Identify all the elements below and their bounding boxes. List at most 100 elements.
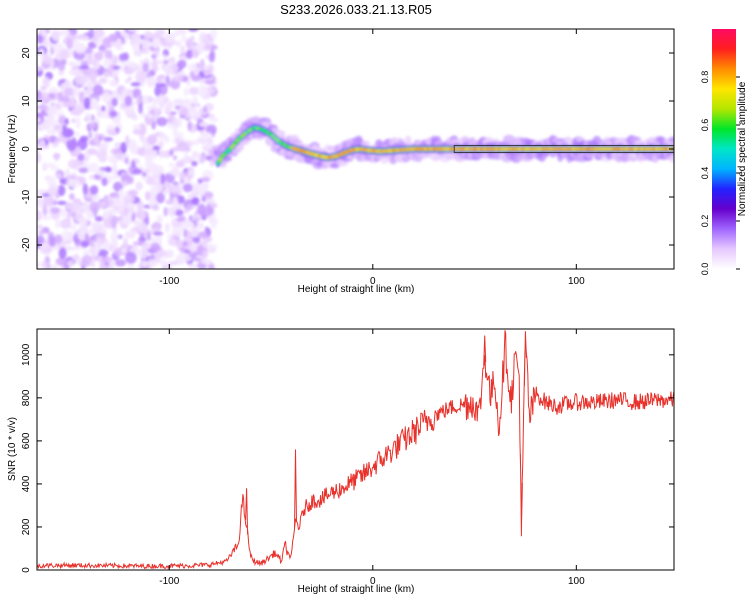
noise-speckle	[77, 102, 84, 109]
noise-speckle	[176, 141, 189, 152]
noise-speckle	[94, 132, 99, 144]
noise-speckle	[118, 53, 129, 62]
noise-speckle	[141, 241, 152, 250]
noise-speckle	[123, 207, 129, 218]
noise-speckle	[39, 243, 50, 248]
noise-speckle	[189, 243, 195, 254]
noise-speckle	[54, 234, 63, 244]
noise-speckle	[48, 236, 57, 247]
noise-speckle	[130, 114, 139, 121]
noise-speckle	[59, 48, 69, 60]
noise-speckle	[118, 188, 125, 201]
noise-speckle	[65, 215, 71, 223]
noise-speckle	[69, 202, 80, 213]
noise-speckle	[169, 149, 174, 157]
noise-speckle	[203, 42, 212, 51]
noise-speckle	[191, 160, 198, 167]
noise-speckle	[103, 57, 112, 68]
noise-speckle	[119, 151, 127, 162]
noise-speckle	[153, 107, 163, 113]
noise-speckle	[59, 209, 68, 217]
noise-speckle	[85, 78, 93, 91]
x-tick-label: 100	[568, 276, 585, 287]
noise-speckle	[50, 165, 59, 172]
noise-speckle	[172, 98, 185, 104]
noise-speckle	[186, 230, 192, 239]
noise-speckle	[172, 155, 178, 161]
noise-speckle	[112, 174, 120, 180]
noise-speckle	[174, 119, 179, 129]
noise-speckle	[156, 249, 168, 257]
noise-speckle	[61, 230, 72, 242]
noise-speckle	[145, 180, 158, 186]
noise-speckle	[183, 87, 189, 97]
ridge-halo	[235, 144, 245, 151]
noise-speckle	[167, 41, 173, 50]
noise-speckle	[139, 59, 144, 66]
noise-speckle	[154, 95, 165, 104]
noise-speckle	[167, 237, 177, 246]
noise-speckle	[198, 121, 209, 128]
noise-speckle	[109, 79, 119, 87]
noise-speckle	[102, 265, 111, 269]
heatmap-cells	[37, 29, 674, 269]
noise-speckle	[146, 76, 156, 88]
noise-speckle	[163, 150, 171, 159]
noise-speckle	[147, 134, 158, 145]
noise-speckle	[42, 76, 51, 88]
noise-speckle	[89, 185, 99, 195]
chart-title: S233.2026.033.21.13.R05	[280, 2, 432, 17]
noise-speckle	[164, 222, 170, 233]
noise-speckle	[69, 193, 75, 201]
noise-speckle	[167, 206, 177, 216]
noise-speckle	[71, 118, 76, 123]
noise-speckle	[68, 179, 81, 188]
ridge-halo	[271, 128, 281, 134]
noise-speckle	[57, 200, 67, 206]
y-tick-label: 1000	[21, 343, 32, 366]
noise-speckle	[210, 219, 217, 229]
noise-speckle	[67, 260, 74, 267]
noise-speckle	[201, 249, 209, 259]
noise-speckle	[130, 82, 141, 87]
noise-speckle	[141, 42, 150, 55]
noise-speckle	[81, 265, 86, 269]
spectrogram-ylabel: Frequency (Hz)	[7, 115, 18, 184]
noise-speckle	[159, 103, 164, 109]
snr-series-line	[37, 330, 674, 570]
noise-speckle	[104, 49, 110, 60]
noise-speckle	[41, 260, 48, 269]
noise-speckle	[51, 263, 59, 269]
noise-speckle	[102, 37, 114, 49]
noise-speckle	[64, 118, 69, 125]
noise-speckle	[164, 32, 175, 43]
noise-speckle	[164, 136, 170, 143]
noise-speckle	[138, 103, 143, 114]
noise-speckle	[191, 96, 198, 103]
noise-speckle	[116, 110, 122, 122]
noise-speckle	[114, 142, 123, 148]
noise-speckle	[202, 64, 210, 71]
colorbar-tick-label: 0.8	[700, 71, 710, 84]
noise-speckle	[37, 209, 42, 222]
noise-speckle	[112, 59, 118, 66]
noise-speckle	[127, 190, 138, 197]
snr-xlabel: Height of straight line (km)	[298, 584, 415, 595]
noise-speckle	[84, 112, 92, 122]
noise-speckle	[200, 208, 213, 217]
noise-speckle	[109, 259, 115, 269]
noise-speckle	[171, 225, 177, 237]
noise-speckle	[156, 192, 165, 204]
ridge-core	[217, 159, 222, 163]
noise-speckle	[152, 231, 164, 236]
noise-speckle	[48, 87, 59, 94]
noise-speckle	[77, 153, 85, 162]
noise-speckle	[81, 201, 90, 214]
noise-speckle	[101, 92, 111, 104]
noise-speckle	[60, 95, 70, 103]
noise-speckle	[78, 91, 85, 103]
noise-speckle	[135, 70, 147, 83]
noise-speckle	[210, 29, 217, 40]
noise-speckle	[58, 247, 67, 260]
noise-speckle	[201, 238, 208, 249]
